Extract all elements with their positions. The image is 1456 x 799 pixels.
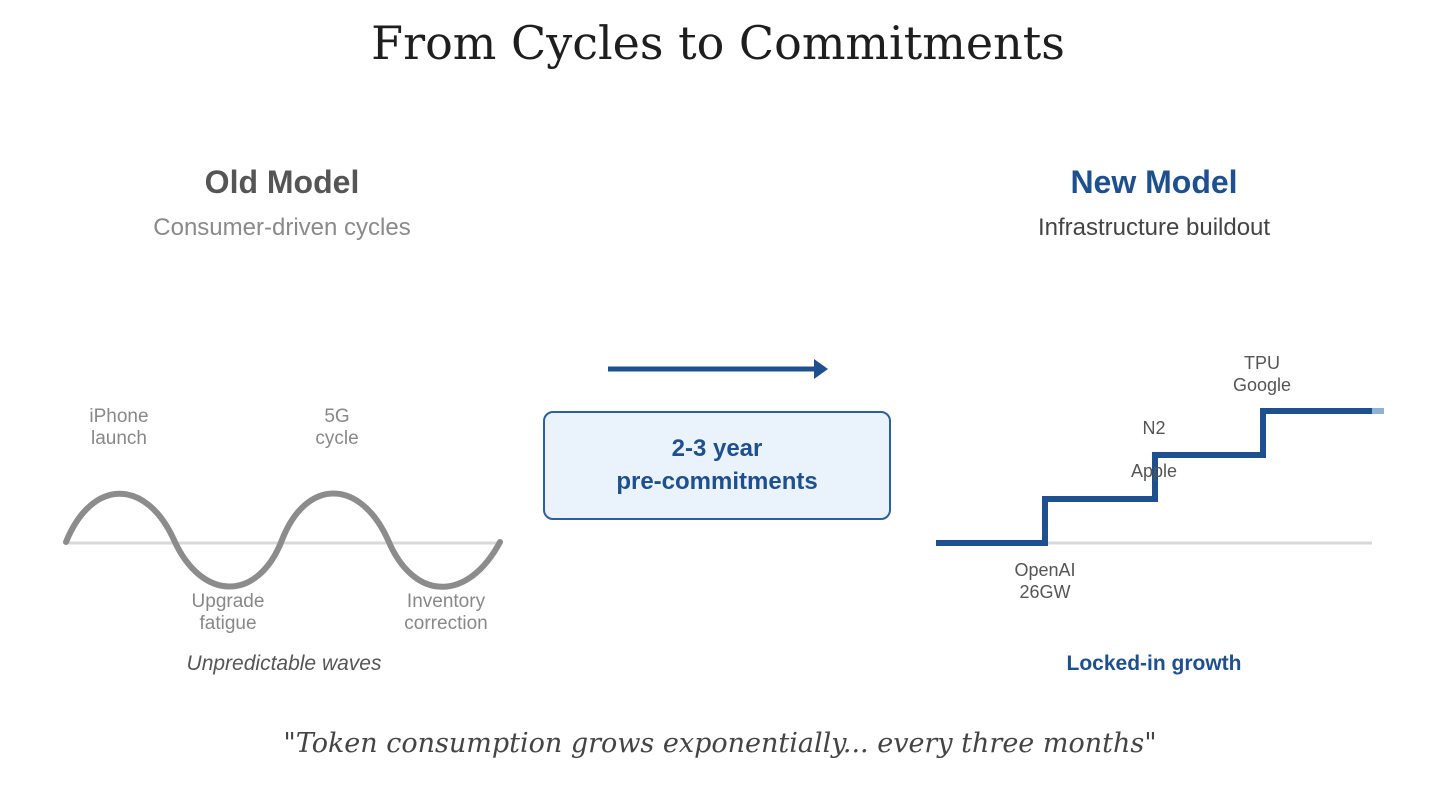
pre-commitment-box: 2-3 year pre-commitments (543, 411, 891, 520)
slide-title: From Cycles to Commitments (371, 16, 1065, 70)
step-label-n2: N2 (1142, 418, 1166, 438)
peak-label-iphone: iPhone launch (89, 406, 149, 449)
cycle-wave (63, 490, 503, 590)
arrow-right-icon (608, 359, 828, 379)
pre-commitment-line2: pre-commitments (616, 468, 818, 495)
peak-label-5g: 5G cycle (315, 406, 359, 449)
step-label-google: TPU Google (1232, 353, 1292, 395)
bottom-quote: "Token consumption grows exponentially..… (283, 728, 1157, 759)
growth-staircase (936, 408, 1374, 546)
trough-label-inventory: Inventory correction (404, 591, 488, 634)
old-model-subtitle: Consumer-driven cycles (153, 214, 411, 241)
pre-commitment-line1: 2-3 year (671, 435, 763, 462)
new-model-title: New Model (1070, 164, 1238, 200)
old-model-title: Old Model (204, 164, 360, 200)
step-label-openai: OpenAI 26GW (1014, 560, 1076, 602)
new-model-caption: Locked-in growth (1066, 652, 1242, 675)
trough-label-upgrade: Upgrade fatigue (191, 591, 265, 634)
new-model-subtitle: Infrastructure buildout (1037, 214, 1271, 241)
old-model-caption: Unpredictable waves (186, 652, 382, 675)
step-label-apple: Apple (1130, 461, 1178, 481)
